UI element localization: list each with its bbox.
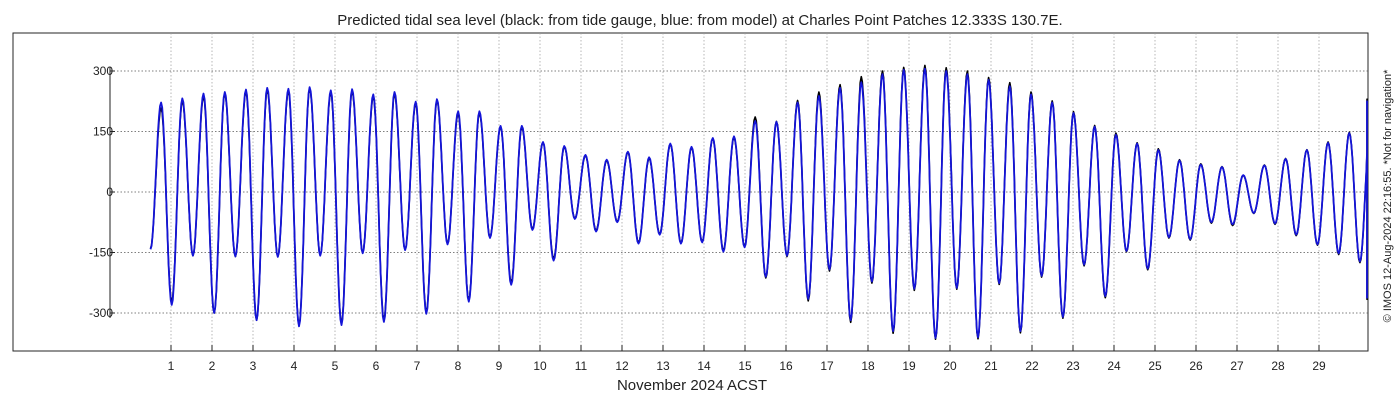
y-axis: 300 150 0 -150 -300 — [89, 64, 115, 320]
x-tick-label: 1 — [168, 359, 175, 373]
y-tick-label: -300 — [89, 306, 113, 320]
x-tick-label: 17 — [820, 359, 834, 373]
x-tick-label: 12 — [615, 359, 629, 373]
y-tick-label: 150 — [93, 125, 113, 139]
x-tick-label: 27 — [1230, 359, 1244, 373]
x-tick-label: 25 — [1148, 359, 1162, 373]
series-lines — [149, 64, 1368, 340]
y-tick-label: 0 — [106, 185, 113, 199]
x-tick-label: 7 — [414, 359, 421, 373]
x-tick-label: 28 — [1271, 359, 1285, 373]
x-tick-label: 8 — [455, 359, 462, 373]
x-tick-label: 24 — [1107, 359, 1121, 373]
y-tick-label: -150 — [89, 245, 113, 259]
x-tick-label: 3 — [250, 359, 257, 373]
x-tick-label: 16 — [779, 359, 793, 373]
x-axis: 1 2 3 4 5 6 7 8 9 10 11 12 13 14 15 16 17 18 19 20 21 22 23 24 2… — [168, 345, 1326, 373]
x-tick-label: 6 — [373, 359, 380, 373]
x-tick-label: 4 — [291, 359, 298, 373]
x-tick-label: 23 — [1066, 359, 1080, 373]
x-tick-label: 15 — [738, 359, 752, 373]
x-tick-label: 20 — [943, 359, 957, 373]
x-tick-label: 14 — [697, 359, 711, 373]
x-tick-label: 13 — [656, 359, 670, 373]
x-tick-label: 5 — [332, 359, 339, 373]
x-tick-label: 29 — [1312, 359, 1326, 373]
x-tick-label: 2 — [209, 359, 216, 373]
x-tick-label: 18 — [861, 359, 875, 373]
chart-title: Predicted tidal sea level (black: from t… — [337, 12, 1062, 29]
x-tick-label: 11 — [575, 359, 588, 373]
x-axis-title: November 2024 ACST — [617, 377, 767, 394]
x-tick-label: 22 — [1025, 359, 1039, 373]
x-tick-label: 26 — [1189, 359, 1203, 373]
grid-lines — [110, 33, 1368, 351]
x-tick-label: 9 — [496, 359, 503, 373]
x-tick-label: 19 — [902, 359, 916, 373]
series-line-model — [149, 67, 1368, 339]
x-tick-label: 21 — [984, 359, 998, 373]
y-tick-label: 300 — [93, 64, 113, 78]
x-tick-label: 10 — [533, 359, 547, 373]
copyright-note: © IMOS 12-Aug-2024 22:16:55. *Not for na… — [1382, 69, 1394, 322]
